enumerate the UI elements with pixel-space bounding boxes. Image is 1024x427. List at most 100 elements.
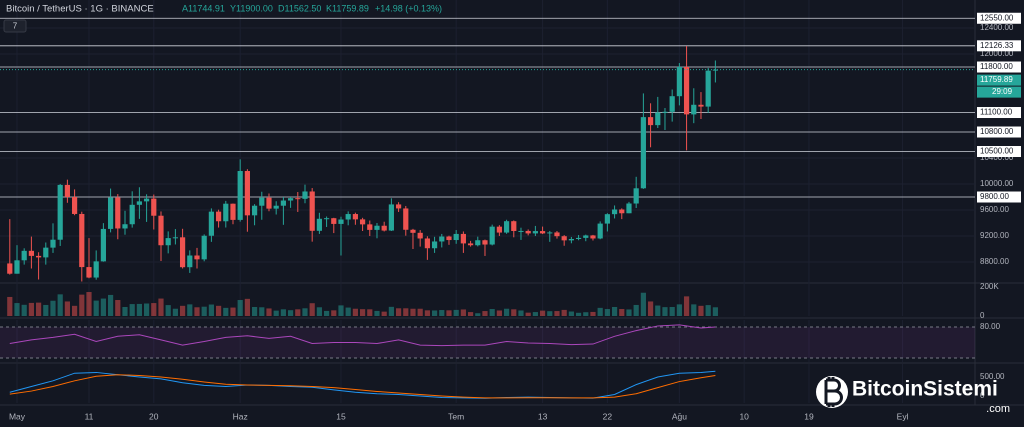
candle-body <box>345 214 351 220</box>
candle-body <box>431 241 438 249</box>
candle-body <box>179 237 186 268</box>
countdown-box <box>977 86 1021 98</box>
candle-body <box>417 232 423 239</box>
volume-bar <box>604 309 610 316</box>
candle-body <box>467 243 474 246</box>
volume-bar <box>43 304 49 316</box>
volume-bar <box>547 311 553 316</box>
y-tick-label: 12000.00 <box>980 49 1014 58</box>
candle-body <box>691 104 697 115</box>
volume-bar <box>568 311 574 316</box>
candle-body <box>460 233 466 244</box>
y-tick-label: 0 <box>980 391 985 400</box>
candle-body <box>475 240 481 246</box>
ohlc-close: K11759.89 <box>326 3 369 13</box>
level-label-box <box>977 61 1021 73</box>
badge-count: 7 <box>13 22 18 31</box>
candle-body <box>237 171 243 220</box>
ohlc-low: D11562.50 <box>278 3 321 13</box>
y-tick-label: 9200.00 <box>980 231 1009 240</box>
volume-bar <box>136 303 142 316</box>
candle-body <box>316 218 322 231</box>
band-fill <box>0 326 975 359</box>
volume-bar <box>712 307 718 316</box>
candle-body <box>122 224 128 229</box>
candle-body <box>683 66 690 115</box>
volume-bar <box>14 303 20 316</box>
indicator-badge[interactable] <box>3 19 27 33</box>
volume-bar <box>503 308 510 316</box>
volume-bar <box>86 292 92 316</box>
volume-bar <box>683 296 690 316</box>
candle-body <box>511 221 517 232</box>
volume-bar <box>287 310 294 316</box>
volume-bar <box>381 311 387 316</box>
volume-bar <box>215 305 222 316</box>
volume-bar <box>122 306 128 316</box>
candle-body <box>28 250 34 256</box>
volume-bar <box>367 309 373 316</box>
candle-body <box>93 261 99 278</box>
candle-body <box>489 226 495 245</box>
volume-bar <box>575 312 582 316</box>
level-label: 11800.00 <box>980 62 1013 71</box>
volume-bar <box>640 292 646 316</box>
volume-bar <box>446 310 452 316</box>
volume-bar <box>352 308 358 316</box>
candle-body <box>640 117 646 189</box>
symbol[interactable]: Bitcoin / TetherUS · 1G · BINANCE <box>6 4 154 15</box>
volume-bar <box>525 312 531 316</box>
candle-body <box>388 204 394 231</box>
x-tick-label: Ağu <box>672 411 687 421</box>
volume-bar <box>331 310 337 316</box>
candle-body <box>647 117 654 126</box>
x-tick-label: 20 <box>149 411 159 421</box>
volume-bar <box>590 311 596 316</box>
volume-bar <box>669 306 675 316</box>
volume-bar <box>475 313 481 316</box>
volume-bar <box>21 304 27 316</box>
candle-body <box>165 238 171 246</box>
volume-bar <box>388 306 394 316</box>
level-label: 10800.00 <box>980 127 1014 136</box>
y-tick-label: 9600.00 <box>980 205 1009 214</box>
candle-body <box>64 184 70 198</box>
volume-bar <box>583 312 589 316</box>
volume-bar <box>619 309 625 316</box>
candle-body <box>503 221 510 233</box>
candle-body <box>244 171 250 216</box>
watermark-domain: .com <box>986 403 1010 415</box>
volume-bar <box>698 305 704 316</box>
volume-bar <box>431 310 438 316</box>
candle-body <box>14 260 20 274</box>
y-tick-label: 10400.00 <box>980 153 1014 162</box>
volume-bar <box>467 312 474 316</box>
candle-body <box>309 191 315 231</box>
volume-bar <box>50 300 56 316</box>
candle-body <box>446 236 452 241</box>
volume-bar <box>28 302 34 316</box>
volume-bar <box>230 307 236 316</box>
level-label-box <box>977 191 1021 203</box>
candle-body <box>338 219 344 224</box>
volume-bar <box>280 309 286 316</box>
candle-body <box>259 197 265 206</box>
candle-body <box>223 203 229 222</box>
volume-bar <box>439 310 445 316</box>
x-tick-label: 22 <box>603 411 613 421</box>
volume-bar <box>259 307 265 316</box>
candle-body <box>50 239 56 248</box>
candle-body <box>100 228 106 262</box>
indicator-line <box>9 370 716 399</box>
volume-bar <box>705 305 711 316</box>
volume-bar <box>251 306 258 316</box>
candle-body <box>136 201 142 205</box>
volume-bar <box>64 301 70 316</box>
volume-bar <box>518 310 524 316</box>
candle-body <box>583 235 589 238</box>
volume-bar <box>79 294 85 316</box>
candle-body <box>575 237 582 239</box>
x-tick-label: Tem <box>448 411 464 421</box>
